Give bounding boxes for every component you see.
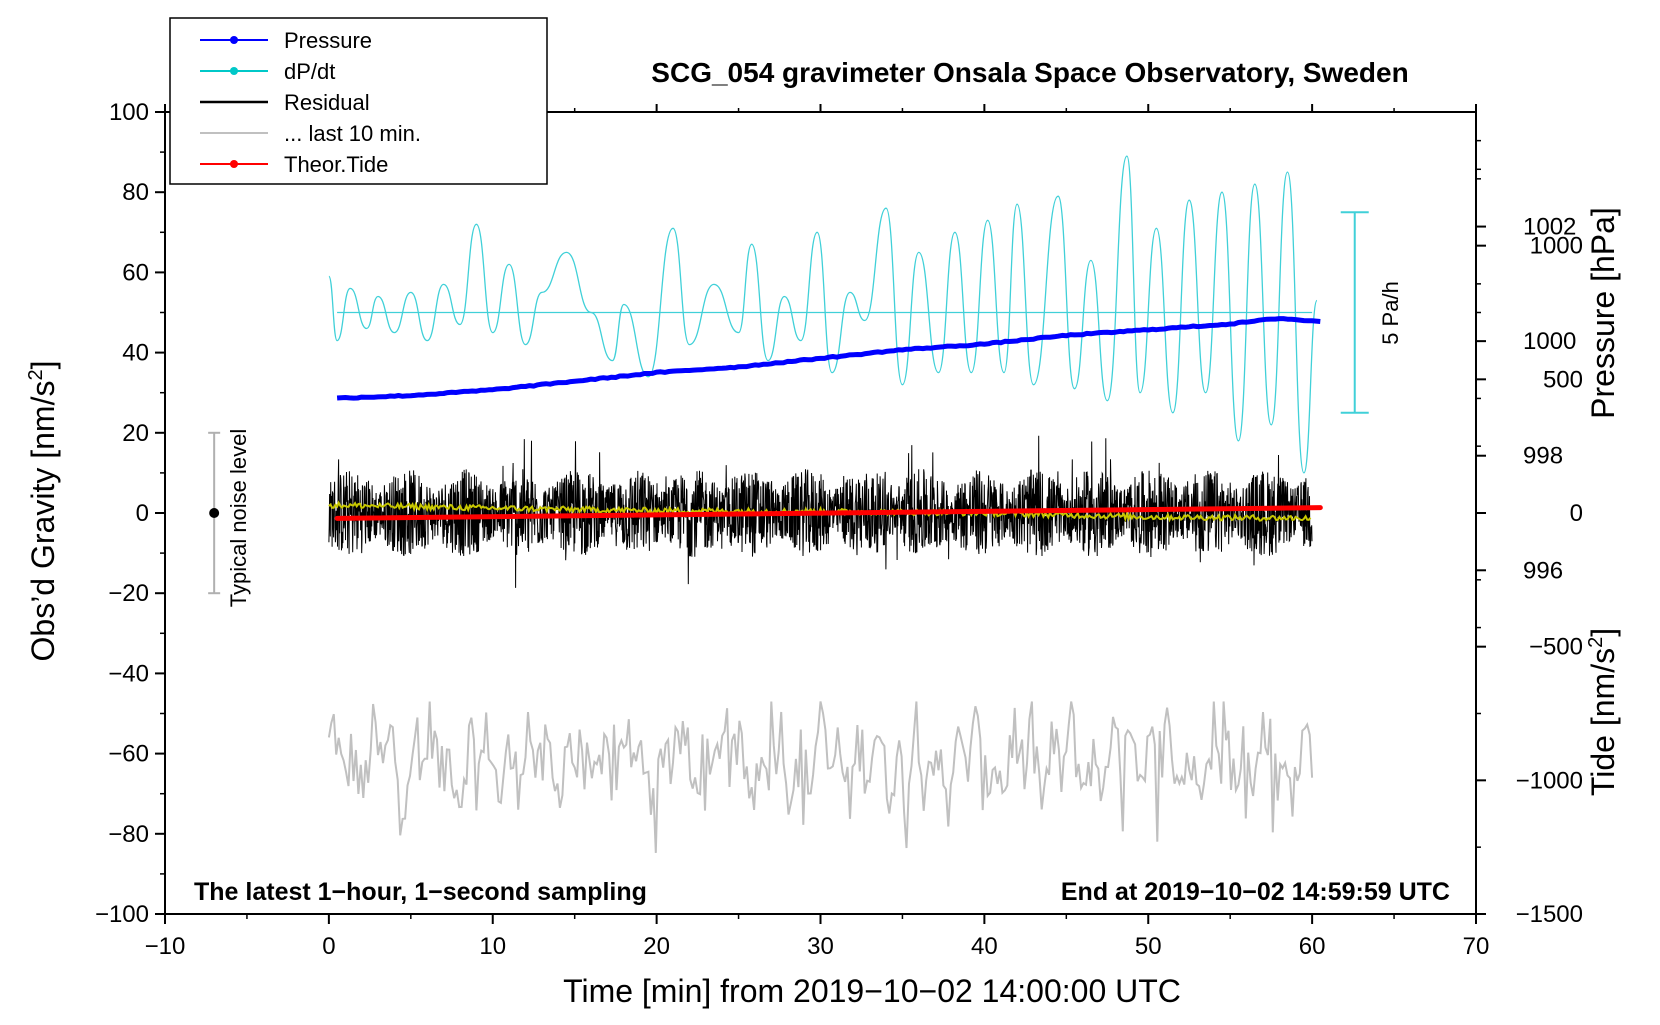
footer-left-note: The latest 1−hour, 1−second sampling: [194, 878, 647, 906]
annotations: [208, 211, 1369, 595]
x-axis-label: Time [min] from 2019−10−02 14:00:00 UTC: [563, 973, 1181, 1009]
legend-marker-0: [230, 36, 238, 44]
noise-bar-center-dot: [209, 508, 220, 518]
legend-label-0: Pressure: [284, 28, 372, 53]
y-axis-label-left: Obs’d Gravity [nm/s2]: [25, 361, 61, 662]
tide-axis-label: Tide [nm/s2]: [1585, 628, 1621, 796]
series-group: [327, 155, 1323, 853]
x-tick-label-7: 60: [1299, 933, 1326, 960]
y-tick-label-1: −80: [108, 821, 149, 848]
noise-level-label: Typical noise level: [226, 429, 251, 608]
dpdt-scale-label: 5 Pa/h: [1378, 281, 1403, 345]
tide-tick-label-1: −1000: [1516, 767, 1583, 794]
y-tick-label-8: 60: [122, 259, 149, 286]
tide-tick-label-2: −500: [1529, 634, 1583, 661]
y-tick-label-6: 20: [122, 420, 149, 447]
pressure-series-line: [336, 316, 1321, 401]
tide-tick-label-5: 1000: [1530, 233, 1583, 260]
x-tick-label-5: 40: [971, 933, 998, 960]
x-tick-label-8: 70: [1463, 933, 1490, 960]
y-tick-label-3: −40: [108, 660, 149, 687]
x-tick-label-0: −10: [145, 933, 186, 960]
legend-marker-1: [230, 67, 238, 75]
y-tick-label-9: 80: [122, 179, 149, 206]
tide-tick-label-0: −1500: [1516, 901, 1583, 928]
pressure-axis-label: Pressure [hPa]: [1585, 207, 1621, 419]
x-tick-label-4: 30: [807, 933, 834, 960]
legend-marker-4: [230, 160, 238, 168]
legend: Pressure dP/dt Residual ... last 10 min. The…: [169, 17, 548, 185]
chart-title: SCG_054 gravimeter Onsala Space Observat…: [651, 57, 1408, 88]
pressure-tick-label-1: 998: [1523, 443, 1563, 470]
x-tick-label-2: 10: [479, 933, 506, 960]
x-tick-label-6: 50: [1135, 933, 1162, 960]
tide-series-line: [334, 505, 1323, 521]
residual-series-line: [328, 435, 1313, 588]
pressure-tick-label-3: 1002: [1523, 214, 1576, 241]
y-tick-label-0: −100: [95, 901, 149, 928]
x-tick-label-1: 0: [322, 933, 335, 960]
y-tick-label-4: −20: [108, 580, 149, 607]
tide-tick-label-4: 500: [1543, 366, 1583, 393]
y-tick-label-2: −60: [108, 741, 149, 768]
legend-label-2: Residual: [284, 90, 370, 115]
x-tick-label-3: 20: [643, 933, 670, 960]
legend-label-1: dP/dt: [284, 59, 335, 84]
last10-series-line: [327, 701, 1314, 853]
y-tick-label-10: 100: [109, 99, 149, 126]
y-tick-label-5: 0: [136, 500, 149, 527]
tide-tick-label-3: 0: [1570, 500, 1583, 527]
y-tick-label-7: 40: [122, 340, 149, 367]
legend-label-3: ... last 10 min.: [284, 121, 421, 146]
pressure-tick-label-2: 1000: [1523, 328, 1576, 355]
axis-ticks: −10 0 10 20 30 40 50 60 70−100−80−60−40−20020406…: [95, 99, 1583, 960]
legend-label-4: Theor.Tide: [284, 152, 388, 177]
pressure-tick-label-0: 996: [1523, 557, 1563, 584]
footer-right-note: End at 2019−10−02 14:59:59 UTC: [1061, 878, 1450, 906]
